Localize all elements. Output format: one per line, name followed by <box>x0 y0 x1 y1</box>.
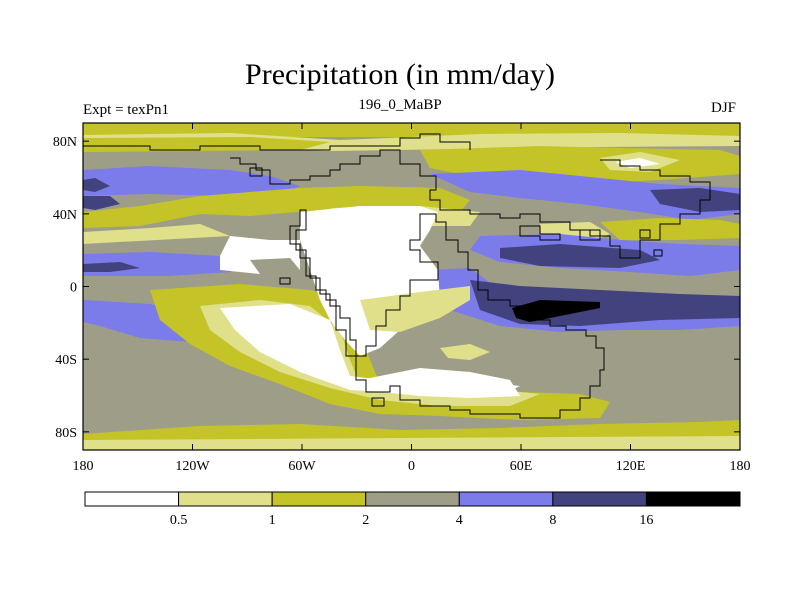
lon-tick-label: 120E <box>616 459 646 474</box>
lon-tick-label: 0 <box>408 459 415 474</box>
colorbar-swatch <box>552 491 647 507</box>
lat-tick-label: 40N <box>53 208 77 223</box>
lat-tick-label: 40S <box>55 353 77 368</box>
precipitation-field <box>83 123 740 450</box>
colorbar-level-label: 8 <box>549 513 556 528</box>
colorbar-level-label: 1 <box>269 513 276 528</box>
season-label: DJF <box>711 100 737 116</box>
colorbar-swatch <box>645 491 741 507</box>
lat-tick-label: 0 <box>70 281 77 296</box>
lon-tick-label: 60E <box>510 459 533 474</box>
lon-tick-label: 180 <box>73 459 94 474</box>
longitude-ticks: 180 120W 60W 0 60E 120E 180 <box>73 123 751 474</box>
colorbar-swatch <box>178 491 273 507</box>
chart-title: Precipitation (in mm/day) <box>245 58 555 91</box>
colorbar-level-label: 16 <box>639 513 653 528</box>
colorbar-swatch <box>458 491 554 507</box>
lat-tick-label: 80S <box>55 426 77 441</box>
colorbar-level-label: 4 <box>456 513 463 528</box>
lon-tick-label: 180 <box>730 459 751 474</box>
lon-tick-label: 120W <box>175 459 210 474</box>
colorbar-swatch <box>84 491 180 507</box>
latitude-ticks: 80N 40N 0 40S 80S <box>53 135 740 441</box>
colorbar-swatch <box>365 491 460 507</box>
lon-tick-label: 60W <box>288 459 316 474</box>
colorbar-level-label: 0.5 <box>170 513 188 528</box>
period-label: 196_0_MaBP <box>358 97 442 113</box>
experiment-label: Expt = texPn1 <box>83 102 169 118</box>
lat-tick-label: 80N <box>53 135 77 150</box>
colorbar-swatch <box>271 491 367 507</box>
colorbar: 0.5 1 2 4 8 16 <box>84 491 741 528</box>
colorbar-level-label: 2 <box>362 513 369 528</box>
coastlines <box>83 133 711 419</box>
